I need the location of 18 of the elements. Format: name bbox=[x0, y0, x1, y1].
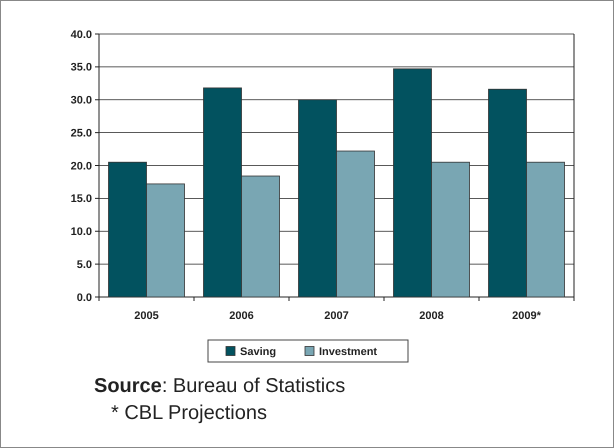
y-tick-label: 5.0 bbox=[76, 258, 92, 271]
y-tick-label: 40.0 bbox=[70, 28, 92, 41]
x-tick-label: 2009* bbox=[512, 310, 542, 322]
source-note: Source: Bureau of Statistics bbox=[94, 375, 346, 397]
y-tick-label: 0.0 bbox=[76, 292, 92, 304]
y-tick-label: 15.0 bbox=[70, 193, 92, 206]
y-tick-label: 25.0 bbox=[70, 127, 92, 140]
legend-label: Investment bbox=[319, 346, 378, 358]
x-tick-label: 2007 bbox=[324, 310, 349, 322]
y-tick-label: 10.0 bbox=[70, 226, 92, 238]
y-tick-label: 20.0 bbox=[70, 160, 92, 172]
x-tick-label: 2006 bbox=[229, 310, 254, 322]
y-tick-label: 35.0 bbox=[70, 62, 92, 74]
y-tick-label: 30.0 bbox=[70, 94, 92, 107]
x-tick-label: 2005 bbox=[134, 310, 159, 322]
legend-label: Saving bbox=[240, 346, 276, 358]
x-tick-label: 2008 bbox=[419, 310, 444, 322]
text: * CBL Projections bbox=[111, 402, 267, 424]
